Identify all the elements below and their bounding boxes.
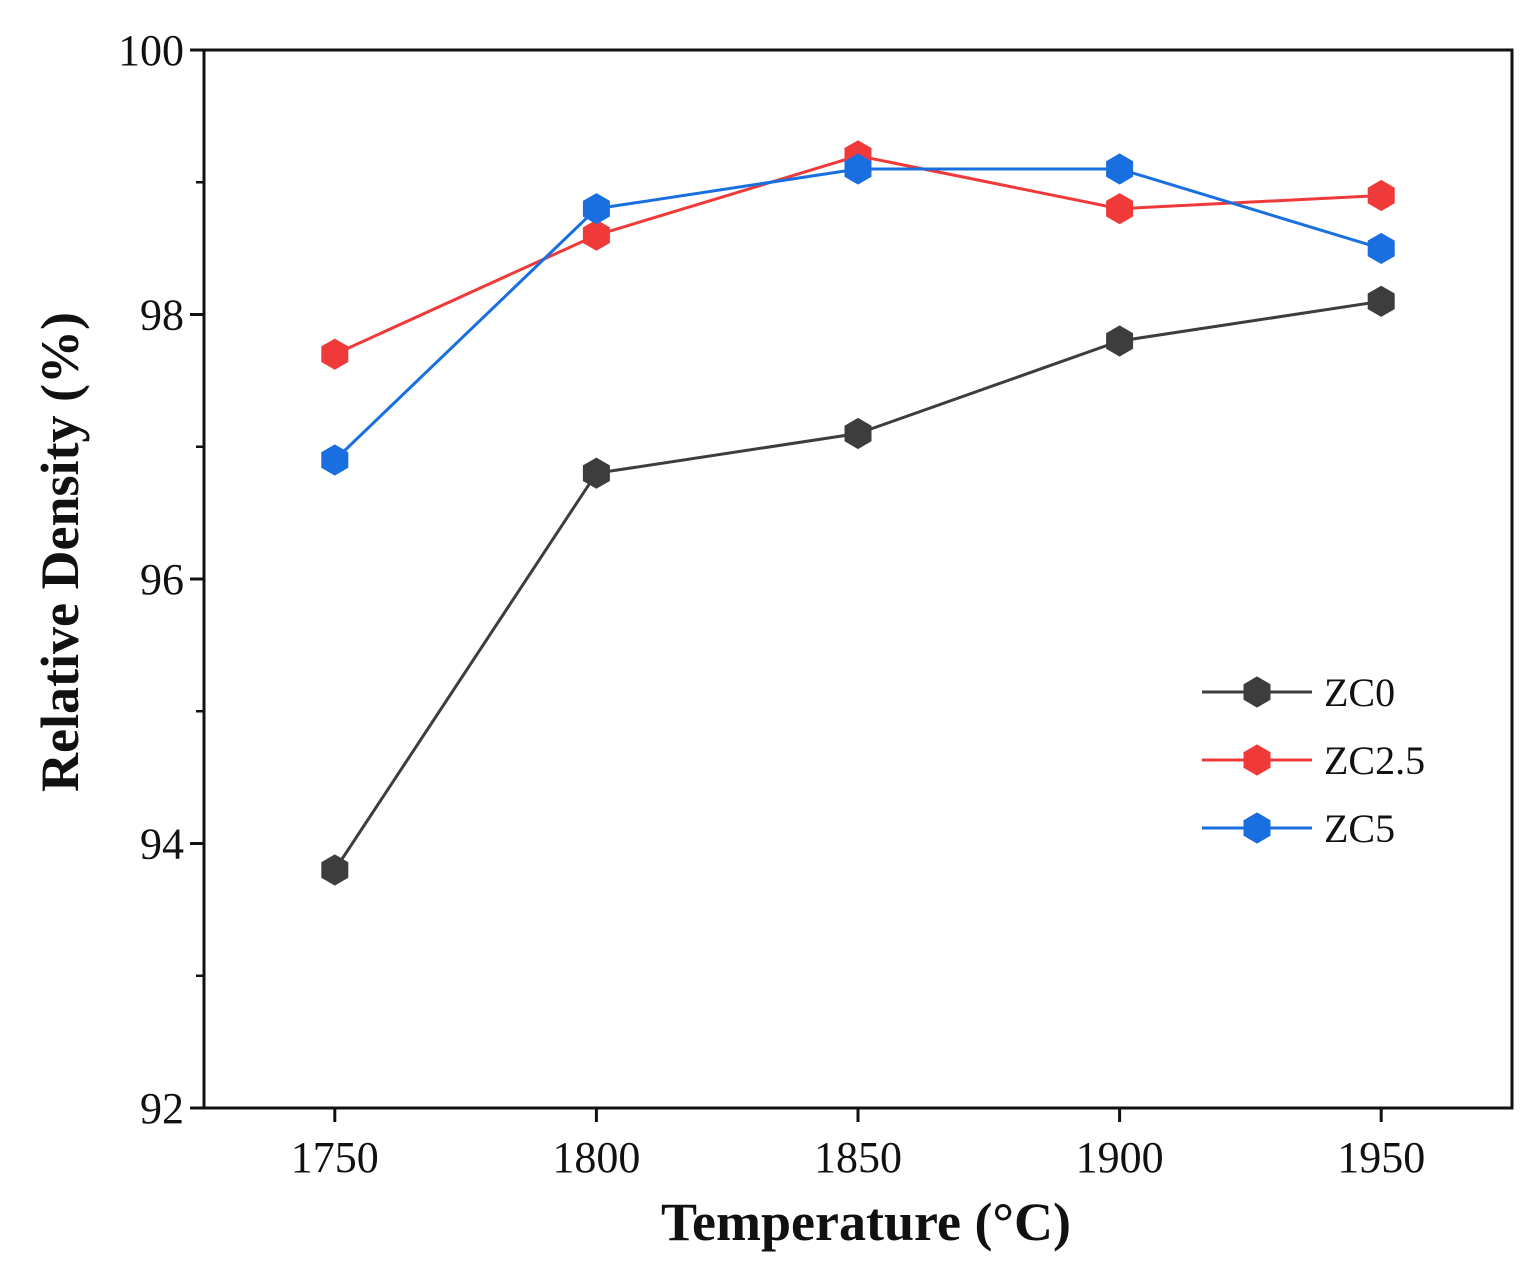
legend-marker <box>1243 744 1271 776</box>
series-ZC5 <box>321 153 1395 476</box>
y-tick-label: 92 <box>140 1084 184 1133</box>
series-line <box>333 299 1382 871</box>
data-point <box>582 457 610 489</box>
x-axis-title: Temperature (°C) <box>661 1192 1071 1252</box>
series-line <box>333 167 1382 462</box>
series-ZC0 <box>321 285 1395 886</box>
y-tick-label: 100 <box>118 26 184 75</box>
data-point <box>844 417 872 450</box>
y-tick-label: 94 <box>140 820 184 869</box>
legend-marker <box>1243 812 1271 844</box>
y-tick-label: 96 <box>140 555 184 604</box>
data-point <box>1367 232 1395 264</box>
data-point <box>1367 179 1395 212</box>
axis-ticks: 1750 1800 1850 1900 1950 92 94 96 98 100 <box>118 26 1425 1182</box>
data-point <box>321 854 349 886</box>
legend-item: ZC5 <box>1202 806 1395 851</box>
data-point <box>1106 193 1134 225</box>
x-tick-label: 1950 <box>1337 1133 1425 1182</box>
data-point <box>844 153 872 185</box>
legend-label: ZC2.5 <box>1324 738 1425 783</box>
legend-item: ZC0 <box>1202 670 1395 715</box>
x-tick-label: 1750 <box>291 1133 379 1182</box>
x-tick-label: 1800 <box>552 1133 640 1182</box>
data-point <box>321 444 349 476</box>
legend-label: ZC5 <box>1324 806 1395 851</box>
series-layer <box>321 140 1395 886</box>
data-point <box>582 193 610 225</box>
x-tick-label: 1900 <box>1076 1133 1164 1182</box>
x-tick-label: 1850 <box>814 1133 902 1182</box>
y-tick-label: 98 <box>140 291 184 340</box>
plot-frame <box>202 48 1514 1110</box>
data-point <box>1367 285 1395 317</box>
legend-marker <box>1243 676 1271 708</box>
legend-item: ZC2.5 <box>1202 738 1425 783</box>
legend: ZC0 ZC2.5 ZC5 <box>1202 670 1425 851</box>
data-point <box>1106 325 1134 357</box>
data-point <box>582 219 610 251</box>
y-axis-title: Relative Density (%) <box>30 312 90 792</box>
data-point <box>1106 153 1134 185</box>
data-point <box>321 338 349 370</box>
legend-label: ZC0 <box>1324 670 1395 715</box>
